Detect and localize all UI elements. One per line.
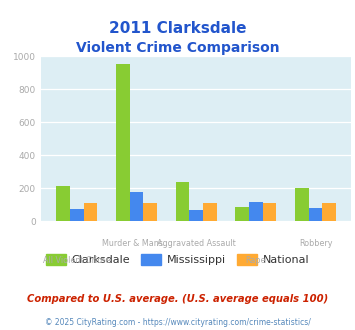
Bar	[189, 211, 203, 221]
Bar	[130, 192, 143, 221]
Text: Violent Crime Comparison: Violent Crime Comparison	[76, 41, 279, 55]
Bar	[83, 203, 97, 221]
Text: © 2025 CityRating.com - https://www.cityrating.com/crime-statistics/: © 2025 CityRating.com - https://www.city…	[45, 318, 310, 327]
Bar	[116, 64, 130, 221]
Legend: Clarksdale, Mississippi, National: Clarksdale, Mississippi, National	[42, 250, 313, 270]
Bar	[143, 203, 157, 221]
Text: Aggravated Assault: Aggravated Assault	[157, 239, 235, 248]
Text: Murder & Mans...: Murder & Mans...	[102, 239, 171, 248]
Bar	[70, 209, 83, 221]
Text: Compared to U.S. average. (U.S. average equals 100): Compared to U.S. average. (U.S. average …	[27, 294, 328, 304]
Bar	[309, 208, 322, 221]
Bar	[249, 202, 263, 221]
Text: All Violent Crime: All Violent Crime	[43, 256, 110, 265]
Text: Rape: Rape	[246, 256, 266, 265]
Text: Robbery: Robbery	[299, 239, 332, 248]
Bar	[175, 182, 189, 221]
Bar	[56, 185, 70, 221]
Text: 2011 Clarksdale: 2011 Clarksdale	[109, 21, 246, 36]
Bar	[203, 203, 217, 221]
Bar	[235, 207, 249, 221]
Bar	[263, 203, 277, 221]
Bar	[295, 188, 309, 221]
Bar	[322, 203, 336, 221]
